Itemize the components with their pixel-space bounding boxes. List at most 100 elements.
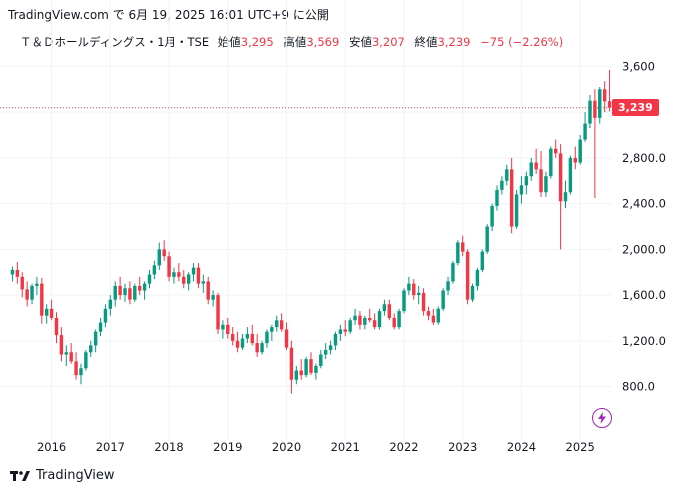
candle-body [186,274,191,284]
footer-brand: TradingView [36,468,115,483]
candle-body [563,192,568,202]
candle-body [235,340,240,348]
candle-body [25,289,29,300]
candle-body [221,324,225,330]
candle-body [441,290,445,309]
candle-body [544,176,548,193]
candle-body [338,329,343,334]
candle-body [152,265,157,275]
candle-body [206,281,210,300]
candle-body [15,269,20,277]
candle-body [353,315,357,321]
candle-body [451,263,455,282]
candle-body [485,226,489,252]
candle-body [230,333,235,341]
candle-body [10,269,15,275]
candle-body [30,285,34,300]
candle-body [289,347,294,380]
symbol-label: Ｔ＆Ｄホールディングス・1月・TSE [20,35,210,49]
candle-body [368,317,372,321]
candle-body [284,329,289,348]
y-tick-label: 1,200.0 [622,334,666,348]
candle-body [465,251,470,300]
candle-body [382,304,387,312]
candle-body [554,148,558,154]
candle-body [69,352,73,362]
candle-body [265,331,269,344]
source-line: TradingView.com で 6月 19, 2025 16:01 UTC+… [8,8,329,22]
open-label: 始値 [217,35,241,49]
candle-body [524,176,529,186]
close-label: 終値 [414,35,438,49]
candle-body [602,89,607,102]
candle-body [216,295,220,330]
candle-body [490,205,494,227]
candle-body [475,269,480,286]
candle-body [392,317,396,328]
candle-body [113,285,117,300]
candle-body [363,317,367,325]
candle-body [255,343,259,353]
x-tick-label: 2018 [154,440,183,454]
candle-body [412,283,416,296]
low-label: 安値 [348,35,372,49]
candle-body [201,281,206,284]
x-tick-label: 2017 [96,440,125,454]
candle-body [182,276,186,284]
high-label: 高値 [283,35,307,49]
x-tick-label: 2019 [213,440,242,454]
y-tick-label: 2,000.0 [622,242,666,256]
candle-body [103,308,108,323]
candle-body [480,251,485,270]
candle-body [74,361,78,376]
candle-body [500,180,504,190]
candle-body [147,274,152,284]
candle-body [59,335,64,355]
candle-body [172,272,176,277]
candle-body [40,283,44,316]
candle-body [534,162,538,170]
candle-body [505,169,509,181]
x-tick-label: 2024 [507,440,536,454]
tradingview-logo-icon [10,470,30,481]
candle-body [54,317,59,336]
candle-body [377,311,382,328]
x-tick-label: 2022 [389,440,418,454]
candle-body [240,338,245,348]
candle-body [495,189,499,206]
candle-body [84,352,88,369]
candle-body [93,331,98,346]
candle-body [275,320,279,328]
lightning-bolt-icon[interactable] [592,408,612,428]
y-tick-label: 800.0 [622,380,655,394]
chart-legend: Ｔ＆Ｄホールディングス・1月・TSE 始値3,295 高値3,569 安値3,2… [20,34,563,50]
candle-body [314,365,318,373]
candle-body [226,324,230,334]
candle-body [509,169,514,227]
candle-body [358,315,362,325]
candle-body [558,153,563,202]
candle-body [211,295,215,300]
candle-body [436,308,440,323]
candle-body [245,333,250,339]
candle-body [196,267,201,284]
candle-body [128,288,132,300]
candle-body [529,162,533,177]
candle-body [397,311,401,328]
candle-body [118,285,122,296]
candle-body [593,100,597,118]
candle-body [49,308,54,318]
candle-body [583,123,587,140]
candle-body [568,157,573,193]
candle-body [89,345,93,353]
y-tick-label: 2,800.0 [622,151,666,165]
candle-body [426,311,431,316]
candle-body [35,283,39,286]
x-tick-label: 2016 [37,440,66,454]
candle-body [177,272,181,277]
candle-body [372,320,377,328]
y-tick-label: 1,600.0 [622,288,666,302]
x-tick-label: 2020 [272,440,301,454]
candle-body [407,283,411,291]
